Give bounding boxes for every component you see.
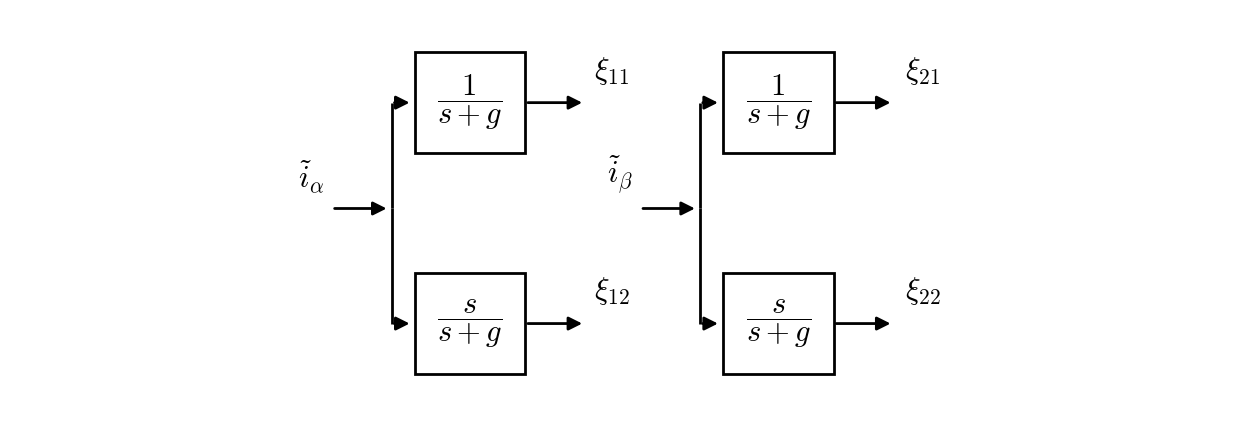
Text: $\xi_{11}$: $\xi_{11}$ (595, 55, 629, 87)
Text: $\dfrac{s}{s+g}$: $\dfrac{s}{s+g}$ (746, 297, 812, 350)
Text: $\dfrac{1}{s+g}$: $\dfrac{1}{s+g}$ (437, 73, 503, 132)
Text: $\xi_{21}$: $\xi_{21}$ (904, 55, 940, 87)
Bar (724, 52, 834, 153)
Text: $\dfrac{s}{s+g}$: $\dfrac{s}{s+g}$ (437, 297, 503, 350)
Text: $\tilde{i}_{\beta}$: $\tilde{i}_{\beta}$ (607, 153, 633, 194)
Bar (415, 273, 525, 374)
Text: $\tilde{i}_{\alpha}$: $\tilde{i}_{\alpha}$ (299, 158, 325, 194)
Text: $\dfrac{1}{s+g}$: $\dfrac{1}{s+g}$ (746, 73, 812, 132)
Bar (415, 52, 525, 153)
Bar (724, 273, 834, 374)
Text: $\xi_{12}$: $\xi_{12}$ (595, 275, 629, 308)
Text: $\xi_{22}$: $\xi_{22}$ (904, 275, 940, 308)
